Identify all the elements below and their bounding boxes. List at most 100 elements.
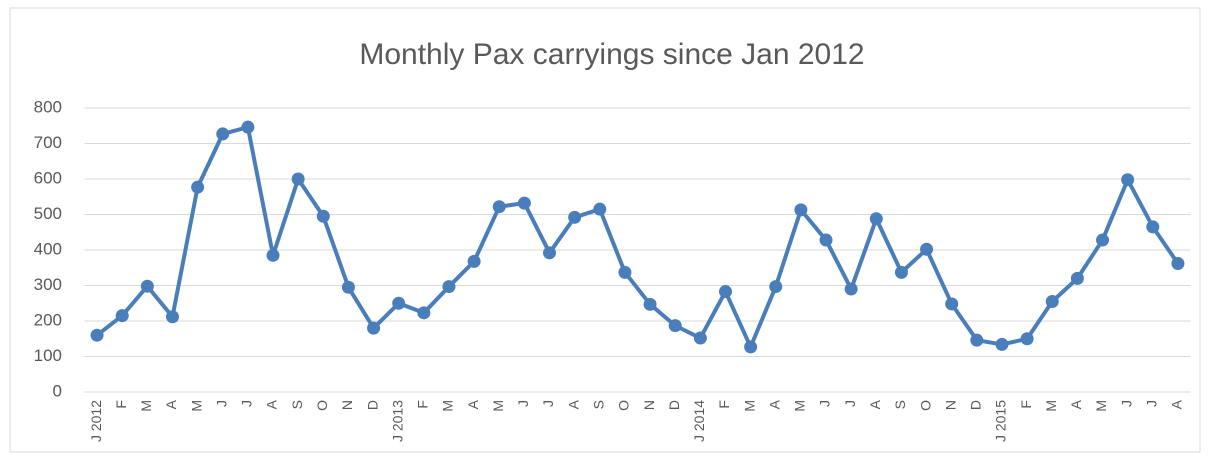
data-point xyxy=(1045,294,1059,308)
data-point xyxy=(115,309,129,323)
x-tick-label: N xyxy=(942,400,958,410)
data-point xyxy=(191,180,205,194)
x-tick-label: D xyxy=(364,400,380,410)
x-tick-label: J xyxy=(817,400,833,407)
x-tick-label: D xyxy=(968,400,984,410)
x-tick-label: S xyxy=(590,400,606,409)
data-point xyxy=(316,209,330,223)
x-tick-label: J 2012 xyxy=(88,400,104,442)
x-tick-label: J xyxy=(213,400,229,407)
data-point xyxy=(442,280,456,294)
chart-border xyxy=(9,7,1201,453)
data-point xyxy=(216,127,230,141)
data-point xyxy=(970,333,984,347)
x-tick-label: A xyxy=(465,399,481,409)
x-tick-label: A xyxy=(867,399,883,409)
y-tick-label: 400 xyxy=(34,239,62,258)
x-tick-label: O xyxy=(314,400,330,411)
data-point xyxy=(593,202,607,216)
x-tick-label: A xyxy=(1169,399,1185,409)
x-tick-label: A xyxy=(1068,399,1084,409)
x-tick-label: A xyxy=(565,399,581,409)
x-tick-label: M xyxy=(490,400,506,412)
y-tick-label: 0 xyxy=(53,381,62,400)
x-tick-label: N xyxy=(641,400,657,410)
data-point xyxy=(1020,332,1034,346)
data-point xyxy=(894,265,908,279)
x-tick-label: J xyxy=(540,400,556,407)
data-point xyxy=(291,172,305,186)
x-tick-label: J xyxy=(239,400,255,407)
x-tick-label: J xyxy=(1118,400,1134,407)
data-point xyxy=(90,328,104,342)
data-point xyxy=(769,280,783,294)
x-tick-label: N xyxy=(339,400,355,410)
y-tick-label: 600 xyxy=(34,168,62,187)
data-point xyxy=(543,246,557,260)
data-point xyxy=(1171,256,1185,270)
data-point xyxy=(945,297,959,311)
data-point xyxy=(140,279,154,293)
x-tick-label: F xyxy=(1018,400,1034,409)
data-point xyxy=(492,200,506,214)
data-point xyxy=(392,296,406,310)
x-tick-label: D xyxy=(666,400,682,410)
data-point xyxy=(920,242,934,256)
data-point xyxy=(869,212,883,226)
x-tick-label: M xyxy=(1043,400,1059,412)
x-tick-label: O xyxy=(616,400,632,411)
data-point xyxy=(794,203,808,217)
x-tick-label: M xyxy=(440,400,456,412)
data-point xyxy=(1096,233,1110,247)
data-point xyxy=(568,210,582,224)
y-tick-label: 300 xyxy=(34,275,62,294)
data-point xyxy=(718,285,732,299)
y-tick-label: 500 xyxy=(34,204,62,223)
x-tick-label: J 2014 xyxy=(691,400,707,442)
x-tick-label: F xyxy=(113,400,129,409)
data-point xyxy=(643,297,657,311)
data-point xyxy=(241,120,255,134)
x-tick-label: M xyxy=(792,400,808,412)
x-tick-label: O xyxy=(917,400,933,411)
x-tick-label: J 2013 xyxy=(389,400,405,442)
x-tick-label: J xyxy=(1143,400,1159,407)
data-point xyxy=(341,280,355,294)
data-point xyxy=(266,248,280,262)
data-point xyxy=(744,340,758,354)
y-tick-label: 700 xyxy=(34,133,62,152)
x-tick-label: M xyxy=(741,400,757,412)
x-tick-label: S xyxy=(892,400,908,409)
chart-title: Monthly Pax carryings since Jan 2012 xyxy=(359,38,864,71)
x-tick-label: F xyxy=(415,400,431,409)
x-tick-label: M xyxy=(188,400,204,412)
x-tick-label: J xyxy=(515,400,531,407)
data-point xyxy=(844,282,858,296)
data-point xyxy=(668,319,682,333)
data-point xyxy=(517,196,531,210)
data-point xyxy=(417,306,431,320)
data-point xyxy=(819,233,833,247)
x-tick-label: A xyxy=(163,399,179,409)
x-tick-label: M xyxy=(138,400,154,412)
x-tick-label: A xyxy=(766,399,782,409)
data-point xyxy=(1146,220,1160,234)
y-tick-label: 200 xyxy=(34,310,62,329)
data-point xyxy=(467,254,481,268)
y-tick-label: 800 xyxy=(34,97,62,116)
x-tick-label: F xyxy=(716,400,732,409)
x-tick-label: S xyxy=(289,400,305,409)
data-point xyxy=(995,337,1009,351)
x-tick-label: A xyxy=(264,399,280,409)
x-tick-label: J 2015 xyxy=(993,400,1009,442)
x-tick-label: M xyxy=(1093,400,1109,412)
data-point xyxy=(1070,271,1084,285)
data-point xyxy=(1121,173,1135,187)
data-point xyxy=(693,331,707,345)
data-point xyxy=(165,310,179,324)
data-point xyxy=(367,321,381,335)
y-tick-label: 100 xyxy=(34,346,62,365)
data-point xyxy=(618,265,632,279)
x-tick-label: J xyxy=(842,400,858,407)
